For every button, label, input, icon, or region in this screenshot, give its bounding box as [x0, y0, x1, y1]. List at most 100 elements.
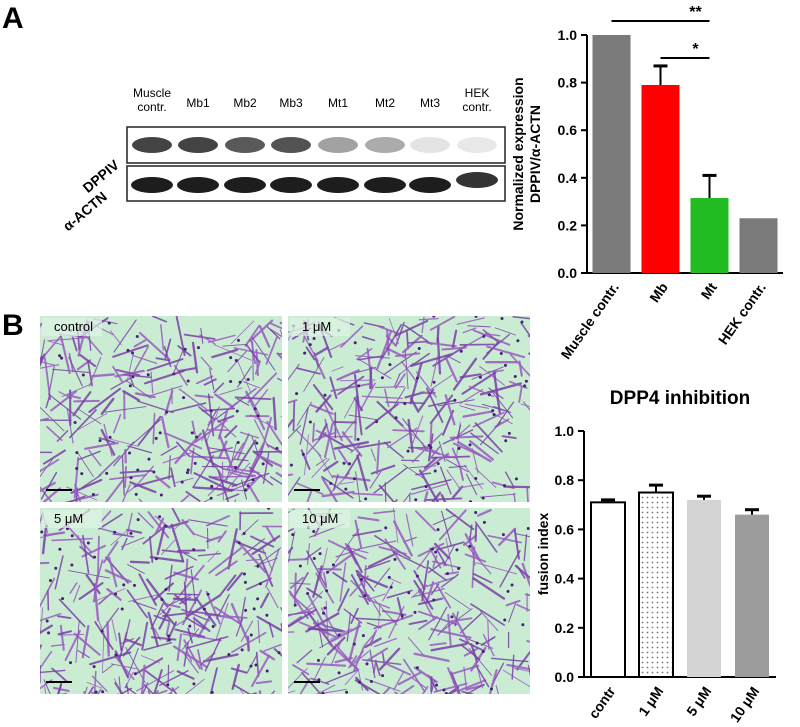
- cell: [475, 468, 497, 488]
- nucleus: [432, 598, 436, 602]
- cell: [249, 486, 260, 502]
- cell: [207, 334, 236, 343]
- cell: [276, 377, 282, 382]
- cell: [251, 654, 270, 687]
- nucleus: [186, 379, 190, 383]
- cell: [515, 533, 530, 538]
- cell: [162, 612, 187, 618]
- nucleus: [136, 468, 140, 472]
- nucleus: [359, 577, 363, 581]
- nucleus: [326, 570, 330, 574]
- cell: [410, 353, 453, 367]
- cell: [98, 437, 116, 444]
- nucleus: [298, 564, 302, 568]
- cell: [134, 392, 156, 399]
- cell: [339, 379, 376, 382]
- cell: [355, 617, 399, 622]
- nucleus: [507, 431, 511, 435]
- cell: [445, 458, 469, 473]
- cell: [362, 336, 376, 342]
- cell: [219, 387, 243, 396]
- nucleus: [331, 563, 335, 567]
- cell: [471, 546, 476, 588]
- cell: [393, 373, 401, 388]
- nucleus: [237, 541, 241, 545]
- cell: [160, 324, 165, 351]
- cell: [296, 367, 321, 375]
- nucleus: [457, 567, 461, 571]
- cell: [149, 536, 154, 563]
- cell: [361, 395, 403, 400]
- nucleus: [365, 662, 369, 666]
- nucleus: [246, 484, 250, 488]
- cell: [175, 477, 194, 484]
- cell: [512, 316, 530, 320]
- cell: [352, 529, 382, 537]
- nucleus: [210, 484, 214, 488]
- cell: [191, 420, 196, 435]
- nucleus: [394, 416, 398, 420]
- cell: [265, 336, 278, 365]
- cell: [226, 387, 257, 412]
- cell: [126, 647, 139, 678]
- cell: [411, 432, 443, 463]
- cell: [381, 661, 412, 676]
- cell: [223, 462, 251, 494]
- cell: [383, 351, 417, 376]
- cell: [247, 654, 258, 673]
- cell: [185, 490, 201, 502]
- cell: [263, 643, 282, 652]
- cell: [134, 657, 164, 675]
- nucleus: [113, 530, 117, 534]
- cell: [445, 508, 475, 531]
- cell: [124, 685, 138, 694]
- cell: [253, 419, 270, 448]
- cell: [188, 449, 225, 470]
- cell: [423, 456, 438, 470]
- nucleus: [432, 380, 436, 384]
- nucleus: [126, 348, 130, 352]
- nucleus: [415, 376, 419, 380]
- label-bg: [42, 318, 102, 336]
- cell: [184, 616, 206, 630]
- cell: [364, 637, 382, 649]
- nucleus: [164, 587, 168, 591]
- nucleus: [227, 653, 231, 657]
- nucleus: [514, 477, 518, 481]
- cell: [265, 548, 280, 588]
- nucleus: [468, 443, 472, 447]
- cell: [215, 602, 229, 640]
- cell: [357, 570, 375, 592]
- nucleus: [363, 594, 367, 598]
- bar: [641, 84, 680, 273]
- cell: [249, 442, 265, 472]
- cell: [444, 356, 458, 383]
- cell: [482, 634, 495, 657]
- cell: [225, 493, 240, 501]
- nucleus: [158, 431, 162, 435]
- cell: [217, 530, 227, 543]
- cell: [109, 474, 147, 481]
- cell: [312, 565, 323, 598]
- cell: [446, 469, 461, 489]
- cell: [413, 570, 426, 590]
- nucleus: [436, 462, 440, 466]
- cell: [204, 637, 222, 672]
- cell: [67, 570, 111, 579]
- nucleus: [190, 431, 194, 435]
- cell: [239, 431, 260, 439]
- cell: [418, 317, 439, 321]
- nucleus: [128, 384, 132, 388]
- cell: [174, 628, 206, 638]
- nucleus: [105, 471, 109, 475]
- cell: [174, 594, 187, 606]
- nucleus: [158, 515, 162, 519]
- x-tick-label: Mb: [646, 280, 671, 306]
- cell: [194, 419, 228, 444]
- cell: [311, 458, 330, 478]
- cell: [57, 682, 63, 694]
- nucleus: [384, 526, 388, 530]
- cell: [233, 467, 260, 474]
- cell: [73, 632, 101, 656]
- cell: [127, 445, 152, 454]
